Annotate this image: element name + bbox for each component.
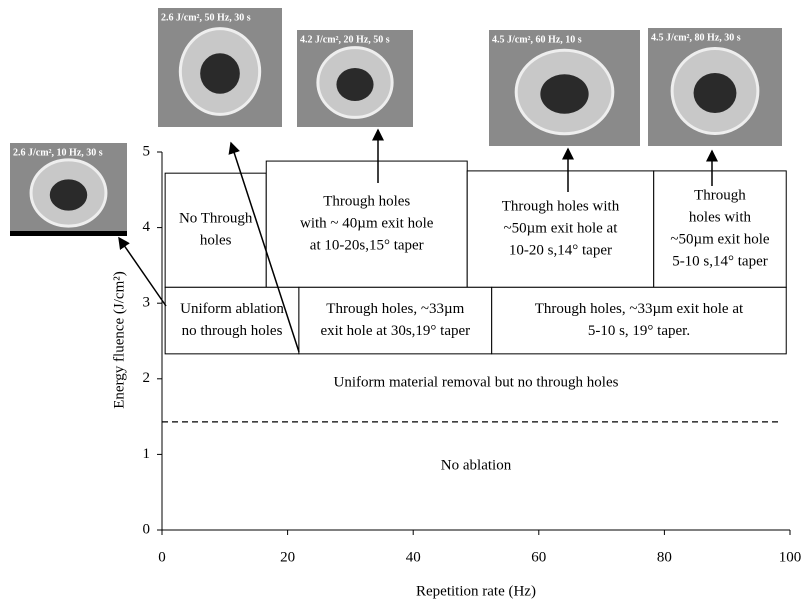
region-box xyxy=(165,287,299,354)
y-tick-label: 5 xyxy=(143,143,151,159)
x-axis-label: Repetition rate (Hz) xyxy=(416,583,536,599)
region-label: Through holes xyxy=(323,194,410,210)
region-label: ~50µm exit hole at xyxy=(504,221,619,237)
region-label: Through holes with xyxy=(502,199,620,215)
region-label: Through holes, ~33µm exit hole at xyxy=(535,301,744,317)
y-tick-label: 0 xyxy=(143,521,151,537)
image-caption: 4.2 J/cm², 20 Hz, 50 s xyxy=(300,34,390,45)
region-label: Through holes, ~33µm xyxy=(326,301,464,317)
x-tick-label: 20 xyxy=(280,549,295,565)
sem-scale-bar xyxy=(10,231,127,236)
region-box xyxy=(299,287,492,354)
region-label: no through holes xyxy=(182,323,283,339)
region-label: Through xyxy=(694,188,746,204)
image-caption: 4.5 J/cm², 60 Hz, 10 s xyxy=(492,34,582,45)
region-label: 5-10 s, 19° taper. xyxy=(588,323,690,339)
region-label: holes xyxy=(200,233,232,249)
x-tick-label: 80 xyxy=(657,549,672,565)
region-label: No Through xyxy=(179,211,253,227)
sem-hole xyxy=(200,53,240,93)
region-box xyxy=(492,287,787,354)
sem-hole xyxy=(540,74,588,113)
region-label: holes with xyxy=(689,210,752,226)
y-tick-label: 4 xyxy=(143,219,151,235)
x-tick-label: 100 xyxy=(779,549,802,565)
y-tick-label: 1 xyxy=(143,446,151,462)
image-caption: 2.6 J/cm², 10 Hz, 30 s xyxy=(13,147,103,158)
chart: Repetition rate (Hz) Energy fluence (J/c… xyxy=(0,0,805,607)
region-label: with ~ 40µm exit hole xyxy=(300,216,434,232)
region-label: at 10-20s,15° taper xyxy=(310,238,424,254)
y-tick-label: 3 xyxy=(143,295,151,311)
sem-hole xyxy=(694,73,737,113)
region-box xyxy=(165,173,266,287)
region-label: Uniform ablation xyxy=(180,301,284,317)
annotation: No ablation xyxy=(441,457,512,473)
region-label: 5-10 s,14° taper xyxy=(672,254,768,270)
region-label: exit hole at 30s,19° taper xyxy=(320,323,470,339)
y-axis-label: Energy fluence (J/cm²) xyxy=(111,271,127,409)
x-tick-label: 40 xyxy=(406,549,421,565)
sem-hole xyxy=(50,179,87,210)
x-tick-label: 0 xyxy=(158,549,166,565)
sem-hole xyxy=(336,68,373,101)
image-caption: 2.6 J/cm², 50 Hz, 30 s xyxy=(161,12,251,23)
region-label: ~50µm exit hole xyxy=(670,232,770,248)
x-tick-label: 60 xyxy=(531,549,546,565)
image-caption: 4.5 J/cm², 80 Hz, 30 s xyxy=(651,32,741,43)
annotation: Uniform material removal but no through … xyxy=(334,374,619,390)
region-label: 10-20 s,14° taper xyxy=(509,243,612,259)
y-tick-label: 2 xyxy=(143,370,151,386)
